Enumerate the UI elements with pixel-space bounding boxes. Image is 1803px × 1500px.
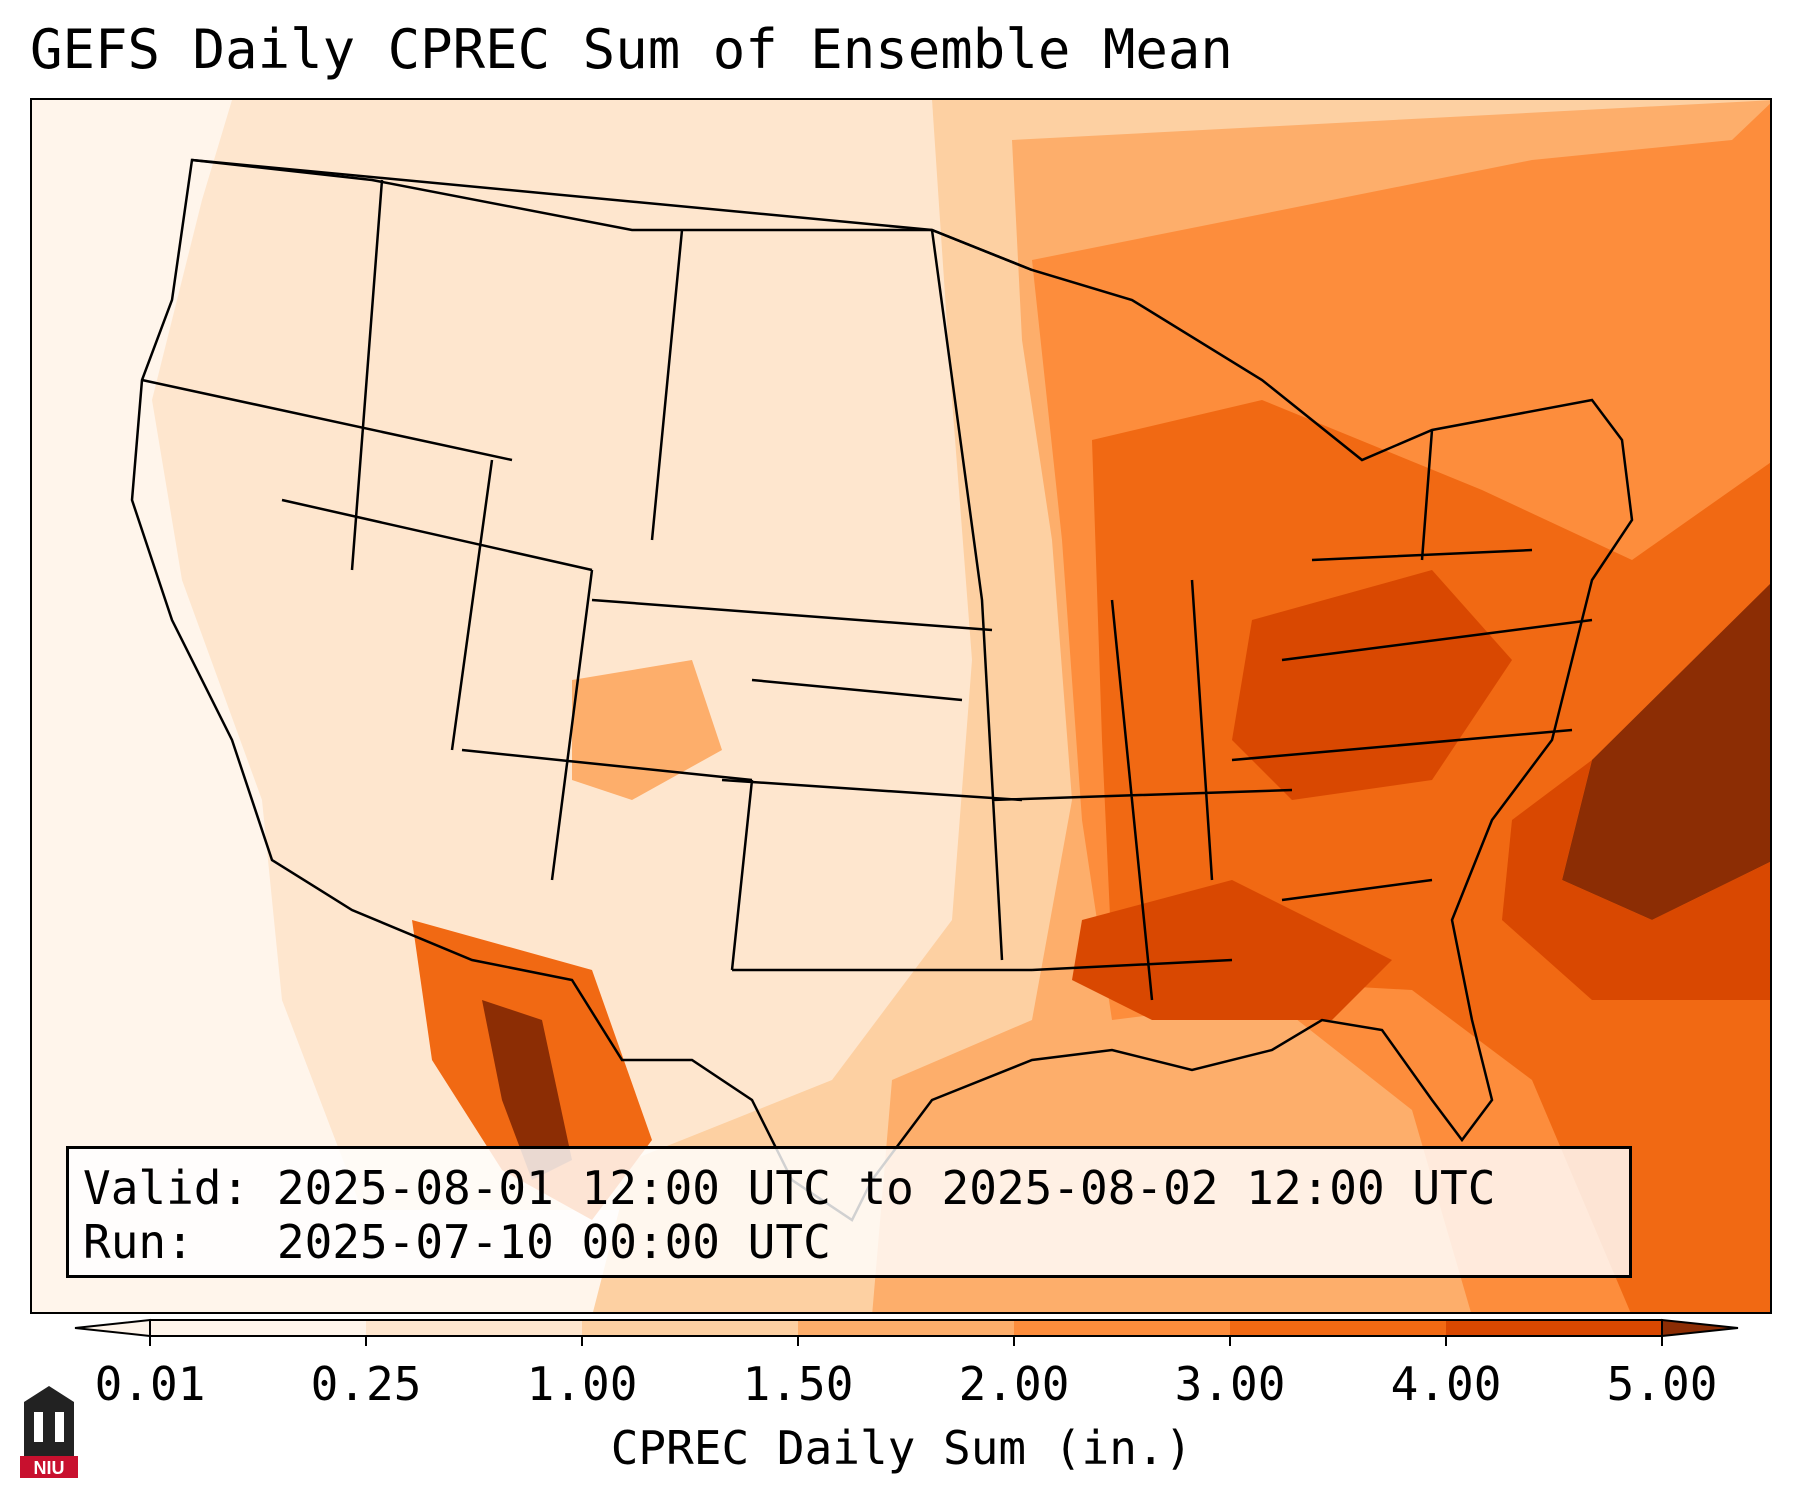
colorbar-tick-label: 1.50 — [742, 1357, 854, 1411]
colorbar-tick-label: 1.00 — [526, 1357, 638, 1411]
logo-shield — [24, 1386, 74, 1456]
valid-label: Valid: — [83, 1161, 250, 1215]
map-title: GEFS Daily CPREC Sum of Ensemble Mean — [30, 18, 1233, 81]
colorbar-tick-label: 2.00 — [958, 1357, 1070, 1411]
precip-light-west — [152, 100, 992, 1210]
precip-atlantic-max — [1562, 583, 1770, 920]
colorbar-segment — [1014, 1320, 1231, 1336]
logo-text: NIU — [34, 1458, 65, 1478]
colorbar-extend-low — [74, 1318, 151, 1338]
run-label: Run: — [83, 1215, 194, 1269]
precip-atlantic-band — [1502, 760, 1770, 1000]
precip-mexico-core — [482, 1000, 572, 1180]
colorbar-segment — [798, 1320, 1015, 1336]
precipitation-map — [32, 100, 1770, 1312]
precip-shading — [152, 100, 1770, 1312]
logo-band — [20, 1456, 78, 1478]
colorbar-segment — [1446, 1320, 1663, 1336]
colorbar-label: CPREC Daily Sum (in.) — [610, 1421, 1193, 1475]
colorbar-tick-label: 5.00 — [1606, 1357, 1718, 1411]
map-panel — [30, 98, 1772, 1314]
colorbar-tick-label: 0.25 — [310, 1357, 422, 1411]
logo-tower-window-right — [55, 1412, 64, 1442]
precip-gulf-coast — [1072, 880, 1392, 1020]
run-value: 2025-07-10 00:00 UTC — [276, 1215, 831, 1269]
colorbar-extend-high — [1661, 1318, 1739, 1338]
colorbar-outline — [149, 1319, 1663, 1337]
colorbar-segment — [1230, 1320, 1447, 1336]
colorbar-tick-label: 0.01 — [94, 1357, 206, 1411]
valid-run-info-box: Valid: 2025-08-01 12:00 UTC to 2025-08-0… — [66, 1146, 1632, 1278]
colorbar-segment — [582, 1320, 799, 1336]
colorbar-tick-label: 3.00 — [1174, 1357, 1286, 1411]
colorbar-tick-label: 4.00 — [1390, 1357, 1502, 1411]
colorbar — [74, 1318, 1739, 1346]
state-lines-west — [141, 179, 1032, 972]
logo-tower-window-left — [34, 1412, 43, 1442]
niu-logo: NIU — [20, 1386, 78, 1478]
valid-value: 2025-08-01 12:00 UTC to 2025-08-02 12:00… — [276, 1161, 1496, 1215]
state-lines-east — [930, 229, 1593, 1001]
colorbar-segment — [150, 1320, 367, 1336]
us-outline — [130, 158, 1634, 1222]
colorbar-segment — [366, 1320, 583, 1336]
boundaries — [130, 158, 1634, 1222]
